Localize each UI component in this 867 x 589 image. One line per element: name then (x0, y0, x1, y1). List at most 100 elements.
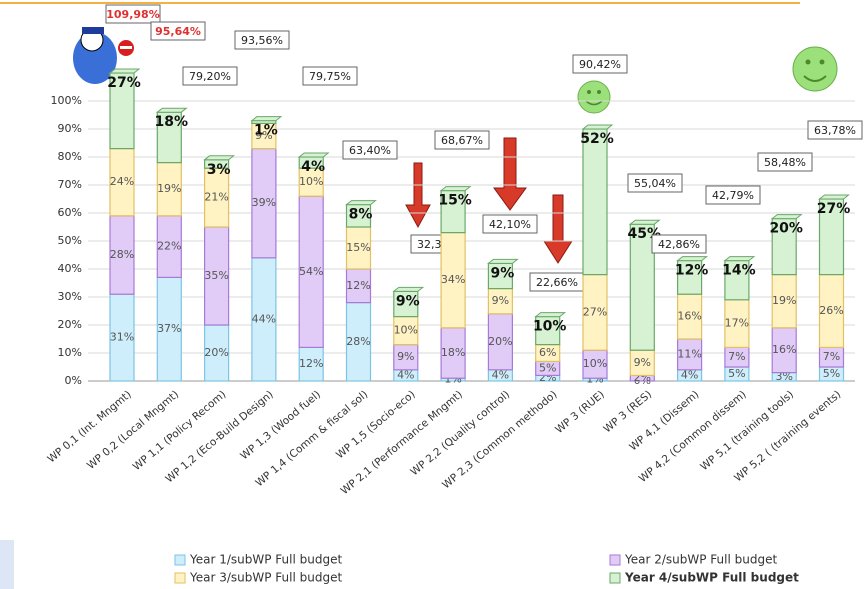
bar-segment (629, 349, 655, 377)
segment-value-label: 10% (583, 357, 607, 370)
y-tick-label: 20% (58, 318, 82, 331)
segment-value-label: 44% (252, 312, 276, 325)
bar-top (392, 286, 425, 292)
segment-value-label: 5% (823, 367, 840, 380)
total-box (572, 54, 628, 74)
bar-segment (298, 346, 324, 382)
total-label: 93,56% (241, 34, 283, 47)
y-tick-label: 70% (58, 178, 82, 191)
bar-top (345, 200, 377, 206)
segment-value-label: 35% (204, 269, 228, 282)
x-tick-label: WP 1,3 (Wood fuel) (238, 388, 323, 462)
bar-segment (582, 349, 608, 379)
total-box (807, 120, 863, 140)
top-value-label: 52% (580, 131, 614, 147)
bar-segment (345, 226, 372, 270)
segment-value-label: 10% (299, 175, 323, 188)
bar-segment (724, 299, 750, 348)
segment-value-label: 16% (772, 343, 796, 356)
segment-value-label: 54% (299, 265, 323, 278)
bar-segment (345, 302, 372, 382)
bar-segment (676, 260, 703, 295)
bar-segment (440, 327, 466, 379)
segment-value-label: 7% (728, 350, 745, 363)
total-box (234, 30, 290, 50)
total-label: 63,40% (349, 144, 391, 157)
bar-top (723, 256, 756, 262)
segment-value-label: 31% (110, 331, 134, 344)
smiley (577, 80, 611, 114)
bar-segment (582, 128, 608, 276)
segment-value-label: 24% (110, 175, 134, 188)
y-tick-label: 100% (51, 94, 82, 107)
segment-value-label: 11% (677, 347, 701, 360)
top-value-label: 9% (491, 265, 515, 281)
total-box (182, 66, 238, 86)
y-tick-label: 10% (58, 346, 82, 359)
legend-swatch (609, 554, 621, 566)
total-box (627, 173, 683, 193)
segment-value-label: 20% (204, 346, 228, 359)
legend-label: Year 3/subWP Full budget (189, 571, 342, 585)
y-tick-label: 60% (58, 206, 82, 219)
x-tick-label: WP 0,1 (Int. Mngmt) (45, 388, 134, 465)
segment-value-label: 39% (252, 196, 276, 209)
segment-value-label: 26% (819, 304, 843, 317)
policeman-icon (73, 27, 134, 84)
total-label: 79,20% (189, 70, 231, 83)
total-label: 68,67% (441, 134, 483, 147)
total-box (705, 185, 761, 205)
segment-value-label: 19% (772, 294, 796, 307)
total-label: 90,42% (579, 58, 621, 71)
x-tick-label: WP 1,5 (Socio-eco) (334, 388, 418, 461)
bar-segment (109, 72, 135, 150)
side-band (0, 540, 14, 589)
bar-top (486, 258, 519, 264)
total-label: 63,78% (814, 124, 856, 137)
top-value-label: 15% (438, 193, 472, 209)
bar-segment (440, 232, 466, 329)
segment-value-label: 10% (394, 324, 418, 337)
bar-segment (298, 195, 324, 348)
bar-segment (156, 276, 182, 382)
bar-top (534, 312, 567, 318)
bar-segment (393, 316, 419, 346)
bar-top (676, 256, 709, 262)
top-value-label: 3% (207, 162, 231, 178)
legend-label: Year 2/subWP Full budget (624, 553, 777, 567)
smiley (792, 46, 838, 92)
bar-top (250, 116, 283, 122)
total-box (651, 234, 707, 254)
segment-value-label: 37% (157, 322, 181, 335)
segment-value-label: 9% (492, 294, 509, 307)
bar-segment (109, 148, 135, 217)
bar-top (108, 68, 141, 74)
bar-segment (251, 257, 277, 382)
segment-value-label: 5% (539, 361, 556, 374)
bar-segment (251, 122, 277, 150)
total-label: 79,75% (309, 70, 351, 83)
total-label: 42,79% (712, 189, 754, 202)
total-box (342, 140, 398, 160)
bar-segment (204, 226, 230, 326)
total-label: 55,04% (634, 177, 676, 190)
total-label: 109,98% (106, 8, 159, 21)
top-value-label: 18% (155, 114, 189, 130)
top-value-label: 4% (301, 159, 325, 175)
segment-value-label: 5% (728, 367, 745, 380)
total-box (150, 21, 206, 41)
legend-swatch (174, 554, 186, 566)
bar-top (818, 194, 850, 200)
segment-value-label: 6% (539, 346, 556, 359)
bar-segment (156, 215, 182, 279)
y-tick-label: 30% (58, 290, 82, 303)
bar-segment (818, 198, 845, 276)
bar-segment (771, 327, 797, 374)
legend-label: Year 1/subWP Full budget (189, 553, 342, 567)
segment-value-label: 27% (583, 305, 607, 318)
bar-top (297, 152, 330, 158)
segment-value-label: 9% (255, 129, 272, 142)
total-box (482, 214, 538, 234)
total-label: 95,64% (155, 25, 201, 38)
